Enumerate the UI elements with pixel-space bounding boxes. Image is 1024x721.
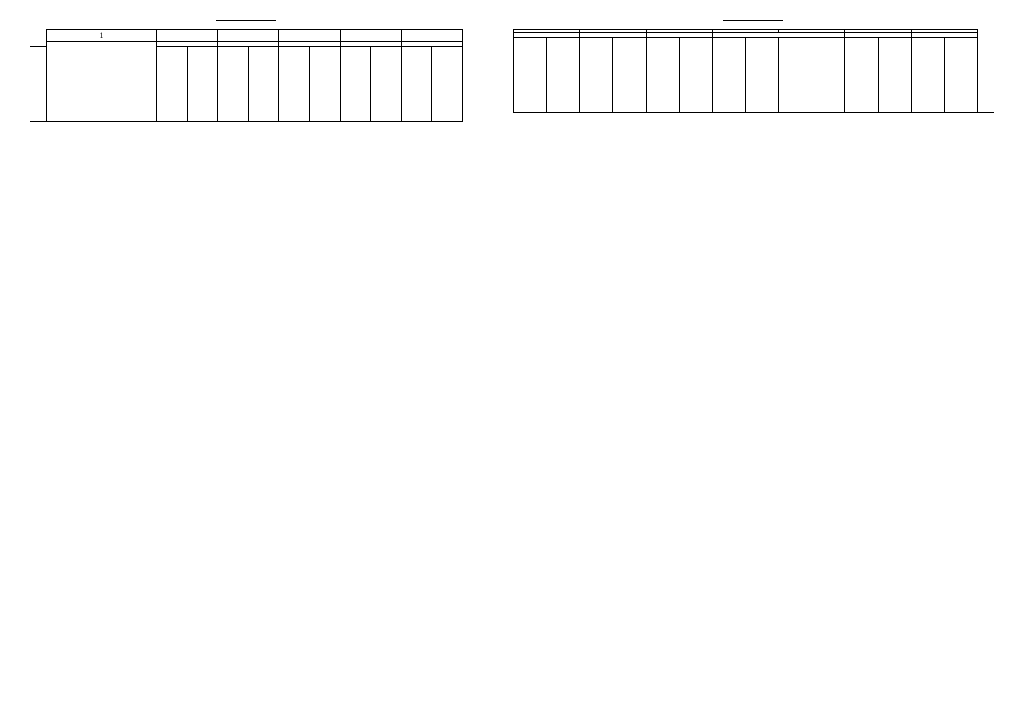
group-maaseura [911, 33, 977, 38]
page-number-right [723, 20, 783, 21]
right-table-head [513, 30, 994, 113]
page-number-left [216, 20, 276, 21]
left-table: 1 [30, 29, 463, 122]
age-header [47, 42, 157, 122]
group-kaupungeissa [845, 33, 911, 38]
col-1-num: 1 [47, 30, 157, 42]
group-turun [218, 42, 279, 47]
group-kuopion [513, 33, 579, 38]
group-mikkelin [401, 42, 462, 47]
group-hameen [279, 42, 340, 47]
group-wiipurin [340, 42, 401, 47]
group-oulun [646, 33, 712, 38]
group-uudenmaan [157, 42, 218, 47]
left-table-head: 1 [30, 30, 462, 122]
right-table [513, 29, 994, 113]
group-waasan [580, 33, 646, 38]
group-koko [712, 33, 845, 38]
page-spread: 1 [30, 20, 994, 122]
right-page [513, 20, 994, 119]
left-page: 1 [30, 20, 463, 122]
